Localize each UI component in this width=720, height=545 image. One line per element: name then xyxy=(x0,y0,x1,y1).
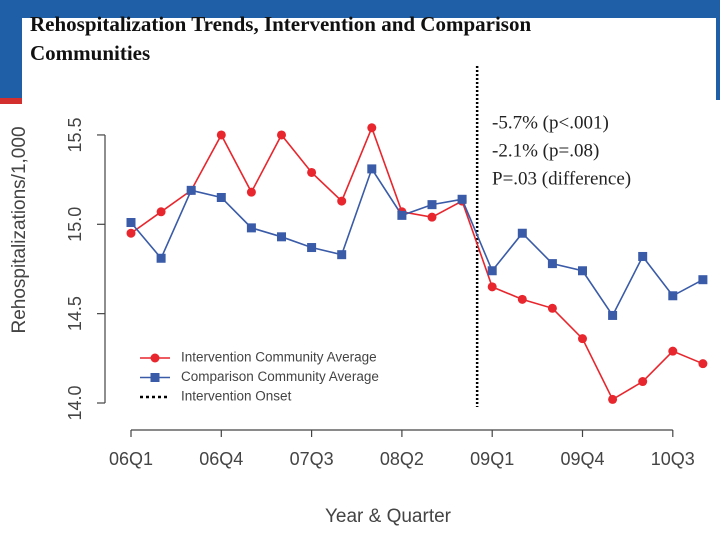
point xyxy=(246,187,256,197)
point xyxy=(126,228,136,238)
x-axis-label: Year & Quarter xyxy=(325,506,452,527)
y-tick-label: 14.0 xyxy=(65,385,85,420)
annotation: -2.1% (p=.08) xyxy=(492,140,599,161)
point xyxy=(277,130,286,140)
point xyxy=(698,359,708,369)
point xyxy=(397,210,407,220)
x-tick-label: 10Q3 xyxy=(651,449,695,469)
accent xyxy=(0,98,22,104)
point xyxy=(517,228,527,238)
x-tick-label: 06Q1 xyxy=(109,449,153,469)
y-tick-label: 14.5 xyxy=(65,296,85,331)
chart-panel xyxy=(22,18,716,540)
slide-title: Rehospitalization Trends, Intervention a… xyxy=(30,12,531,65)
annotation: P=.03 (difference) xyxy=(492,168,631,189)
point xyxy=(668,346,678,356)
x-tick-label: 09Q4 xyxy=(560,449,604,469)
point xyxy=(216,192,226,202)
point xyxy=(126,218,136,228)
y-axis-label: Rehospitalizations/1,000 xyxy=(9,126,30,333)
point xyxy=(578,266,587,276)
x-tick-label: 09Q1 xyxy=(470,449,514,469)
point xyxy=(337,250,347,260)
point xyxy=(367,123,377,133)
point xyxy=(150,373,160,382)
legend-label: Intervention Onset xyxy=(181,389,292,404)
x-tick-label: 07Q3 xyxy=(290,449,334,469)
point xyxy=(246,223,256,233)
point xyxy=(517,294,527,304)
point xyxy=(698,275,708,285)
point xyxy=(427,212,437,222)
point xyxy=(277,232,286,242)
point xyxy=(216,130,226,140)
point xyxy=(337,196,347,206)
point xyxy=(547,259,557,269)
point xyxy=(367,164,377,174)
y-tick-label: 15.0 xyxy=(65,207,85,242)
point xyxy=(547,303,557,313)
point xyxy=(427,200,437,210)
point xyxy=(156,207,166,217)
point xyxy=(186,185,196,195)
point xyxy=(156,253,166,263)
series-line xyxy=(130,125,704,401)
point xyxy=(668,291,678,301)
point xyxy=(608,394,618,404)
y-tick-label: 15.5 xyxy=(65,117,85,152)
point xyxy=(608,310,618,320)
point xyxy=(307,243,317,253)
point xyxy=(487,282,497,292)
legend-label: Intervention Community Average xyxy=(181,350,377,365)
annotation: -5.7% (p<.001) xyxy=(492,112,609,133)
point xyxy=(638,377,648,387)
point xyxy=(578,334,587,344)
legend-label: Comparison Community Average xyxy=(181,369,379,384)
point xyxy=(457,194,467,204)
point xyxy=(150,353,160,363)
point xyxy=(638,251,648,261)
point xyxy=(487,266,497,276)
series-line xyxy=(130,167,704,318)
point xyxy=(307,167,317,177)
x-tick-label: 06Q4 xyxy=(199,449,243,469)
x-tick-label: 08Q2 xyxy=(380,449,424,469)
